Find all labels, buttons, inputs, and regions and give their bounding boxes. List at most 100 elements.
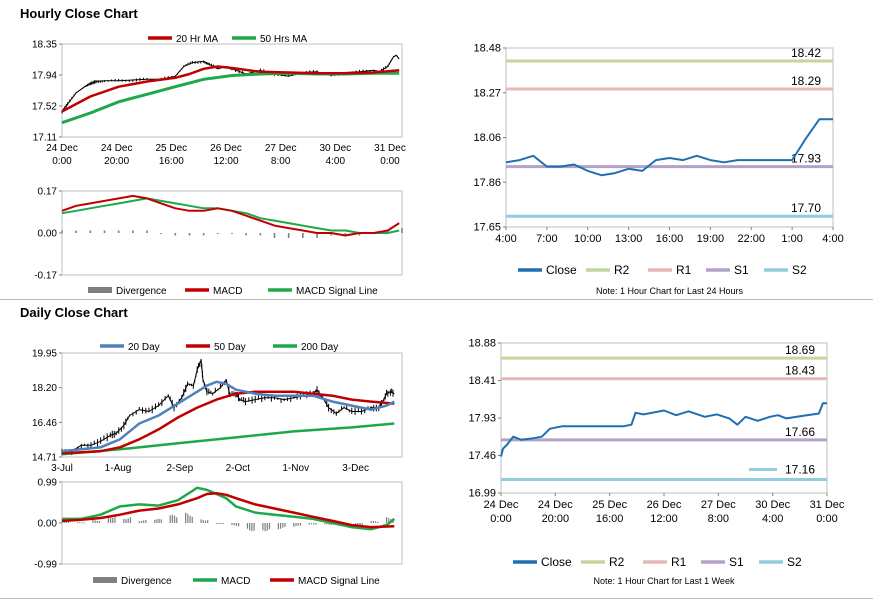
daily-divergence-bar xyxy=(145,520,147,523)
hourly-divergence-bar xyxy=(287,233,290,238)
daily-divergence-bar xyxy=(235,523,237,526)
hourly-price-xtick-time-2: 16:00 xyxy=(159,156,184,167)
daily-divergence-bar xyxy=(127,518,129,523)
daily-ma200-line xyxy=(61,422,395,456)
daily-divergence-bar xyxy=(377,521,379,523)
daily-divergence-bar xyxy=(297,523,299,526)
hourly-price-xtick-time-3: 12:00 xyxy=(213,156,238,167)
hourly-divergence-bar xyxy=(245,233,247,236)
hourly-pivot-level-label-r2: 18.42 xyxy=(791,46,821,60)
daily-divergence-bar xyxy=(357,523,359,526)
daily-price-ytick-1: 18.20 xyxy=(32,383,57,394)
daily-divergence-bar xyxy=(268,523,271,530)
hourly-divergence-bar xyxy=(259,233,262,236)
hourly-price-xtick-3: 26 Dec xyxy=(210,143,242,154)
daily-divergence-bar xyxy=(361,523,363,525)
hourly-divergence-bar xyxy=(103,230,106,233)
hourly-divergence-bar xyxy=(231,233,233,234)
daily-divergence-bar xyxy=(324,523,326,525)
daily-divergence-bar xyxy=(262,523,264,531)
hourly-divergence-bar xyxy=(344,233,347,236)
daily-pivot-level-label-s2: 17.16 xyxy=(785,463,815,477)
hourly-price-xtick-time-5: 4:00 xyxy=(326,156,346,167)
legend-50hrs-ma-label: 50 Hrs MA xyxy=(260,34,308,45)
hourly-pivot-ytick-3: 17.86 xyxy=(473,177,501,189)
bottom-divider xyxy=(0,598,873,599)
daily-section-title: Daily Close Chart xyxy=(20,305,128,320)
daily-price-ytick-0: 19.95 xyxy=(32,349,57,360)
daily-divergence-bar xyxy=(189,515,191,523)
hourly-legend-macd-signal-label: MACD Signal Line xyxy=(296,286,378,297)
hourly-divergence-bar xyxy=(132,230,134,233)
daily-divergence-bar xyxy=(158,518,160,523)
daily-pivot-note: Note: 1 Hour Chart for Last 1 Week xyxy=(594,576,735,586)
daily-divergence-bar xyxy=(372,520,374,523)
hourly-legend-macd-label: MACD xyxy=(213,286,242,297)
daily-divergence-bar xyxy=(313,523,315,525)
daily-pivot-frame xyxy=(500,342,828,494)
daily-divergence-bar xyxy=(326,523,328,525)
daily-price-xtick-2: 2-Sep xyxy=(166,463,193,474)
daily-divergence-bar xyxy=(264,523,266,532)
daily-macd-line xyxy=(62,486,396,531)
hourly-price-ytick-3: 17.11 xyxy=(33,133,58,144)
hourly-divergence-bar xyxy=(387,230,389,233)
daily-divergence-bar xyxy=(76,522,79,524)
daily-price-ytick-2: 16.46 xyxy=(32,418,57,429)
hourly-pivot-legend-close-label: Close xyxy=(546,263,577,277)
daily-divergence-bar xyxy=(61,521,63,523)
hourly-macd-ytick-1: 0.00 xyxy=(38,229,58,240)
hourly-divergence-bar xyxy=(316,233,318,238)
daily-pivot-xtick-2: 25 Dec xyxy=(592,499,627,511)
hourly-price-xtick-0: 24 Dec xyxy=(46,143,78,154)
daily-pivot-level-label-s1: 17.66 xyxy=(785,425,815,439)
hourly-price-frame xyxy=(61,43,403,138)
daily-divergence-bar xyxy=(246,523,249,529)
hourly-price-ytick-2: 17.52 xyxy=(32,102,57,113)
daily-divergence-bar xyxy=(207,520,209,523)
daily-divergence-bar xyxy=(171,514,173,523)
hourly-pivot-ytick-0: 18.48 xyxy=(473,43,501,55)
hourly-pivot-xtick-2: 10:00 xyxy=(574,233,602,245)
daily-divergence-bar xyxy=(218,523,220,524)
daily-price-xtick-1: 1-Aug xyxy=(105,463,132,474)
hourly-price-xtick-2: 25 Dec xyxy=(155,143,187,154)
daily-pivot-xtick-time-6: 0:00 xyxy=(816,513,837,525)
hourly-divergence-bar xyxy=(358,233,361,236)
daily-divergence-bar xyxy=(79,522,81,524)
legend-20hr-ma-label: 20 Hr MA xyxy=(176,34,219,45)
hourly-price-ytick-0: 18.35 xyxy=(32,40,57,51)
daily-divergence-bar xyxy=(249,523,251,531)
daily-divergence-bar xyxy=(81,522,83,524)
daily-divergence-bar xyxy=(143,520,145,523)
daily-price-line xyxy=(62,359,395,452)
daily-divergence-bar xyxy=(94,520,96,523)
hourly-pivot-xtick-3: 13:00 xyxy=(615,233,643,245)
hourly-macd-signal-line xyxy=(61,197,400,234)
daily-pivot-xtick-6: 31 Dec xyxy=(810,499,845,511)
hourly-macd-ytick-0: 0.17 xyxy=(38,187,58,198)
daily-divergence-bar xyxy=(65,520,67,523)
daily-pivot-ytick-0: 18.88 xyxy=(468,338,496,350)
daily-divergence-bar xyxy=(154,519,156,523)
hourly-price-xtick-6: 31 Dec xyxy=(374,143,406,154)
hourly-price-xtick-time-0: 0:00 xyxy=(52,156,72,167)
hourly-pivot-legend-s2-label: S2 xyxy=(792,263,807,277)
hourly-ma20-line xyxy=(61,65,400,113)
daily-ma50-line xyxy=(61,390,395,455)
daily-price-ytick-3: 14.71 xyxy=(32,453,57,464)
daily-divergence-bar xyxy=(231,523,233,525)
hourly-section-title: Hourly Close Chart xyxy=(20,6,138,21)
hourly-divergence-bar xyxy=(401,228,403,233)
daily-pivot-close-line xyxy=(500,402,827,457)
daily-divergence-bar xyxy=(112,517,114,523)
hourly-price-ytick-1: 17.94 xyxy=(32,71,57,82)
daily-macd-ytick-0: 0.99 xyxy=(38,478,58,489)
daily-divergence-bar xyxy=(204,520,207,523)
hourly-divergence-bar xyxy=(117,230,120,233)
daily-price-xtick-3: 2-Oct xyxy=(226,463,251,474)
daily-divergence-bar xyxy=(169,515,171,523)
daily-divergence-bar xyxy=(176,517,178,523)
hourly-divergence-bar xyxy=(160,233,162,234)
daily-pivot-xtick-5: 30 Dec xyxy=(755,499,790,511)
